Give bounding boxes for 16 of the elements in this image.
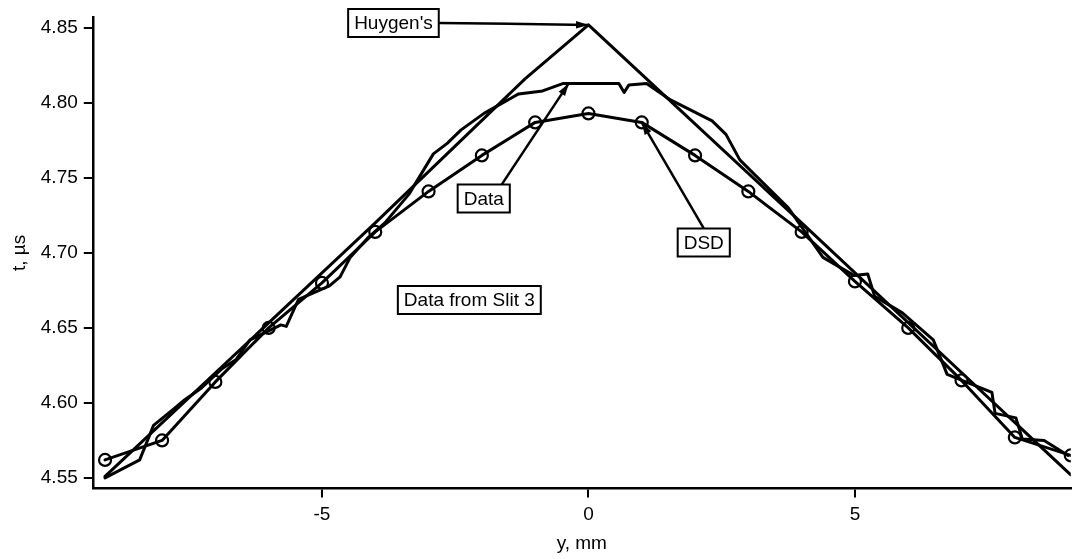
y-tick-label: 4.60 bbox=[40, 391, 78, 413]
annotation: Huygen's bbox=[354, 12, 433, 34]
x-tick-label: 5 bbox=[849, 503, 861, 525]
x-axis-title: y, mm bbox=[556, 531, 607, 553]
y-tick-label: 4.85 bbox=[40, 16, 78, 38]
x-tick-label: 0 bbox=[583, 503, 594, 525]
annotation: DSD bbox=[683, 231, 724, 253]
y-tick-label: 4.80 bbox=[40, 91, 78, 113]
y-axis-title: t, µs bbox=[7, 234, 29, 272]
y-tick-label: 4.65 bbox=[40, 316, 78, 338]
annotation: Data bbox=[463, 187, 505, 209]
y-tick-label: 4.75 bbox=[40, 166, 78, 188]
y-tick-label: 4.55 bbox=[40, 466, 78, 488]
x-tick-label: -5 bbox=[313, 503, 331, 525]
annotation: Data from Slit 3 bbox=[403, 289, 535, 311]
y-tick-label: 4.70 bbox=[40, 241, 78, 263]
